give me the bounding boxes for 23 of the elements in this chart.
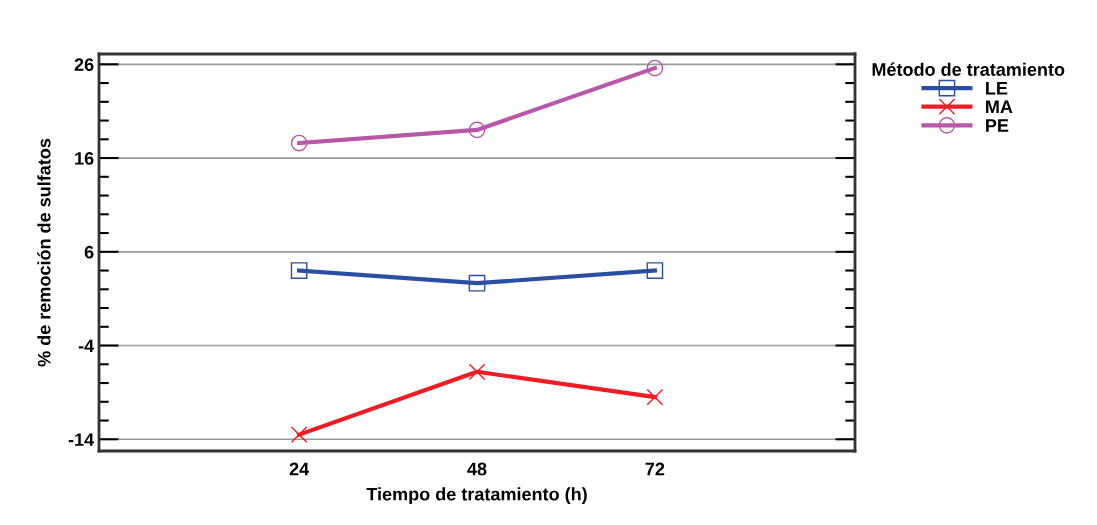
point: [290, 426, 308, 443]
point: [290, 262, 308, 279]
point: [646, 262, 664, 279]
point: [468, 363, 486, 381]
y-axis-title: % de remoción de sulfatos: [37, 138, 51, 367]
y-tick-label: 26: [74, 58, 94, 72]
x-tick-label: 48: [467, 462, 487, 476]
point: [646, 59, 664, 77]
y-tick-label: -4: [78, 339, 95, 353]
y-tick-label: 16: [75, 151, 94, 165]
legend-label: PE: [986, 119, 1009, 132]
x-tick-label: 72: [645, 462, 665, 476]
legend-title: Método de tratamiento: [872, 62, 1065, 76]
point: [646, 388, 664, 406]
point: [290, 134, 308, 152]
point: [468, 121, 486, 139]
point: [468, 274, 486, 292]
x-axis-title: Tiempo de tratamiento (h): [366, 487, 587, 505]
y-tick-label: 6: [84, 245, 94, 259]
legend-label: MA: [986, 100, 1013, 114]
x-tick-label: 24: [289, 462, 310, 476]
legend-label: LE: [986, 81, 1008, 95]
y-tick-label: -14: [68, 433, 95, 446]
